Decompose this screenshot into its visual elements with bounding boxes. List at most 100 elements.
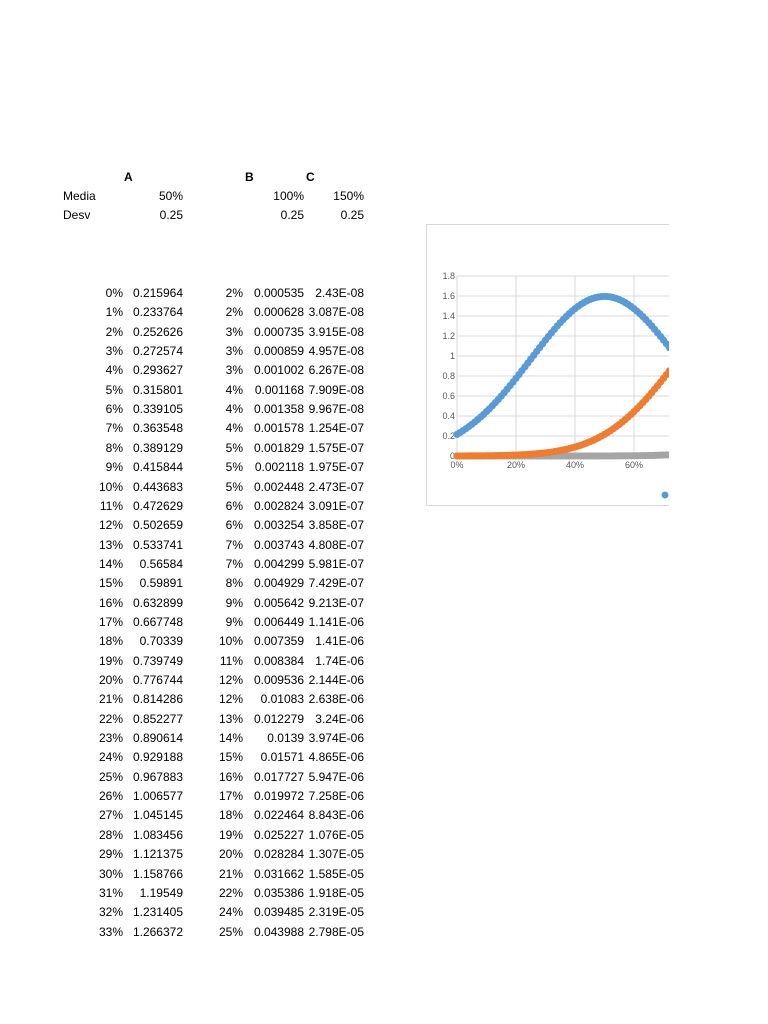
value-b-cell: 0.004929 xyxy=(253,576,304,591)
pct-b-cell: 21% xyxy=(218,866,243,881)
value-c-cell: 7.429E-07 xyxy=(308,576,364,591)
chart-area[interactable]: 0 0.2 0.4 0.6 0.8 1 1.2 1.4 1.6 1.8 0% 20% 40% 60% xyxy=(426,224,669,506)
value-c-cell: 2.43E-08 xyxy=(315,286,364,300)
pct-a-cell: 8% xyxy=(105,440,123,455)
pct-b-cell: 14% xyxy=(218,731,243,746)
pct-b-cell: 8% xyxy=(225,576,243,591)
value-b-cell: 0.001168 xyxy=(254,382,304,397)
pct-a-cell: 13% xyxy=(98,537,123,552)
y-tick-label: 0.4 xyxy=(442,411,455,421)
b-media-value: 100% xyxy=(273,189,304,203)
value-b-cell: 0.01571 xyxy=(260,750,304,765)
pct-b-cell: 5% xyxy=(225,440,243,455)
value-c-cell: 1.585E-05 xyxy=(308,866,364,881)
a-desv-value: 0.25 xyxy=(159,208,183,222)
pct-a-cell: 10% xyxy=(98,479,123,494)
value-a-cell: 1.266372 xyxy=(132,924,183,939)
pct-b-cell: 5% xyxy=(225,479,243,494)
pct-a-cell: 14% xyxy=(98,556,123,571)
value-b-cell: 0.003254 xyxy=(253,518,304,533)
value-c-cell: 3.915E-08 xyxy=(308,324,364,339)
pct-a-cell: 26% xyxy=(98,789,123,804)
value-b-cell: 0.01083 xyxy=(260,692,304,707)
value-b-cell: 0.002118 xyxy=(254,460,304,475)
value-a-cell: 0.502659 xyxy=(132,518,183,533)
value-b-cell: 0.001578 xyxy=(253,421,304,436)
value-c-cell: 7.258E-06 xyxy=(308,789,364,804)
value-b-cell: 0.008384 xyxy=(253,653,304,668)
x-tick-label: 40% xyxy=(566,460,584,470)
x-tick-label: 20% xyxy=(507,460,525,470)
value-b-cell: 0.043988 xyxy=(253,924,304,939)
value-b-cell: 0.007359 xyxy=(253,634,304,649)
pct-a-cell: 12% xyxy=(98,518,123,533)
pct-a-cell: 33% xyxy=(98,924,123,939)
pct-a-cell: 28% xyxy=(98,827,123,842)
value-a-cell: 0.59891 xyxy=(139,576,183,591)
value-b-cell: 0.031662 xyxy=(253,866,304,881)
value-c-cell: 3.087E-08 xyxy=(308,305,364,320)
pct-a-cell: 17% xyxy=(98,614,123,629)
value-a-cell: 1.045145 xyxy=(132,808,183,823)
value-b-cell: 0.000859 xyxy=(253,344,304,359)
y-tick-label: 1.4 xyxy=(442,311,455,321)
value-c-cell: 3.974E-06 xyxy=(308,731,364,746)
value-a-cell: 0.632899 xyxy=(132,595,183,610)
pct-a-cell: 9% xyxy=(105,460,123,475)
value-a-cell: 1.158766 xyxy=(132,866,183,881)
y-tick-label: 1 xyxy=(450,351,455,361)
value-a-cell: 0.315801 xyxy=(132,382,183,397)
value-a-cell: 0.967883 xyxy=(132,769,183,784)
pct-b-cell: 22% xyxy=(218,885,243,900)
pct-b-cell: 20% xyxy=(218,847,243,862)
b-desv-value: 0.25 xyxy=(280,208,304,222)
media-label: Media xyxy=(63,189,96,203)
value-a-cell: 0.252626 xyxy=(132,324,183,339)
y-tick-label: 0 xyxy=(450,451,455,461)
pct-b-cell: 25% xyxy=(218,924,243,939)
pct-b-cell: 3% xyxy=(225,344,243,359)
pct-b-cell: 18% xyxy=(218,808,243,823)
pct-a-cell: 2% xyxy=(105,324,123,339)
pct-b-cell: 7% xyxy=(225,537,243,552)
value-a-cell: 0.852277 xyxy=(132,711,183,726)
value-b-cell: 0.000735 xyxy=(253,324,304,339)
value-b-cell: 0.025227 xyxy=(253,827,304,842)
value-b-cell: 0.017727 xyxy=(253,769,304,784)
pct-b-cell: 3% xyxy=(225,363,243,378)
value-a-cell: 1.19549 xyxy=(139,885,183,900)
y-tick-label: 1.8 xyxy=(442,271,455,281)
value-a-cell: 0.56584 xyxy=(139,556,183,571)
series-1-point xyxy=(665,344,669,352)
value-c-cell: 9.213E-07 xyxy=(308,595,364,610)
value-a-cell: 0.443683 xyxy=(132,479,183,494)
a-media-value: 50% xyxy=(158,189,183,203)
pct-a-cell: 20% xyxy=(98,673,123,687)
value-a-cell: 0.472629 xyxy=(132,498,183,513)
pct-b-cell: 15% xyxy=(218,750,243,765)
pct-b-cell: 17% xyxy=(218,789,243,804)
value-c-cell: 3.858E-07 xyxy=(308,518,364,533)
value-a-cell: 0.814286 xyxy=(132,692,183,707)
value-c-cell: 1.307E-05 xyxy=(308,847,364,862)
pct-a-cell: 0% xyxy=(105,286,123,300)
pct-a-cell: 18% xyxy=(98,634,123,649)
pct-b-cell: 9% xyxy=(225,595,243,610)
value-b-cell: 0.009536 xyxy=(253,673,304,687)
value-b-cell: 0.005642 xyxy=(253,595,304,610)
pct-a-cell: 25% xyxy=(98,769,123,784)
series-2-point xyxy=(665,367,669,375)
value-b-cell: 0.006449 xyxy=(253,614,304,629)
value-a-cell: 0.70339 xyxy=(139,634,183,649)
x-tick-label: 0% xyxy=(450,460,463,470)
desv-label: Desv xyxy=(63,208,91,222)
pct-b-cell: 12% xyxy=(218,673,243,687)
c-media-value: 150% xyxy=(333,189,364,203)
pct-a-cell: 1% xyxy=(105,305,123,320)
pct-a-cell: 24% xyxy=(98,750,123,765)
pct-a-cell: 5% xyxy=(105,382,123,397)
pct-a-cell: 23% xyxy=(98,731,123,746)
value-a-cell: 0.389129 xyxy=(132,440,183,455)
column-header-b: B xyxy=(245,170,254,184)
value-c-cell: 2.798E-05 xyxy=(308,924,364,939)
